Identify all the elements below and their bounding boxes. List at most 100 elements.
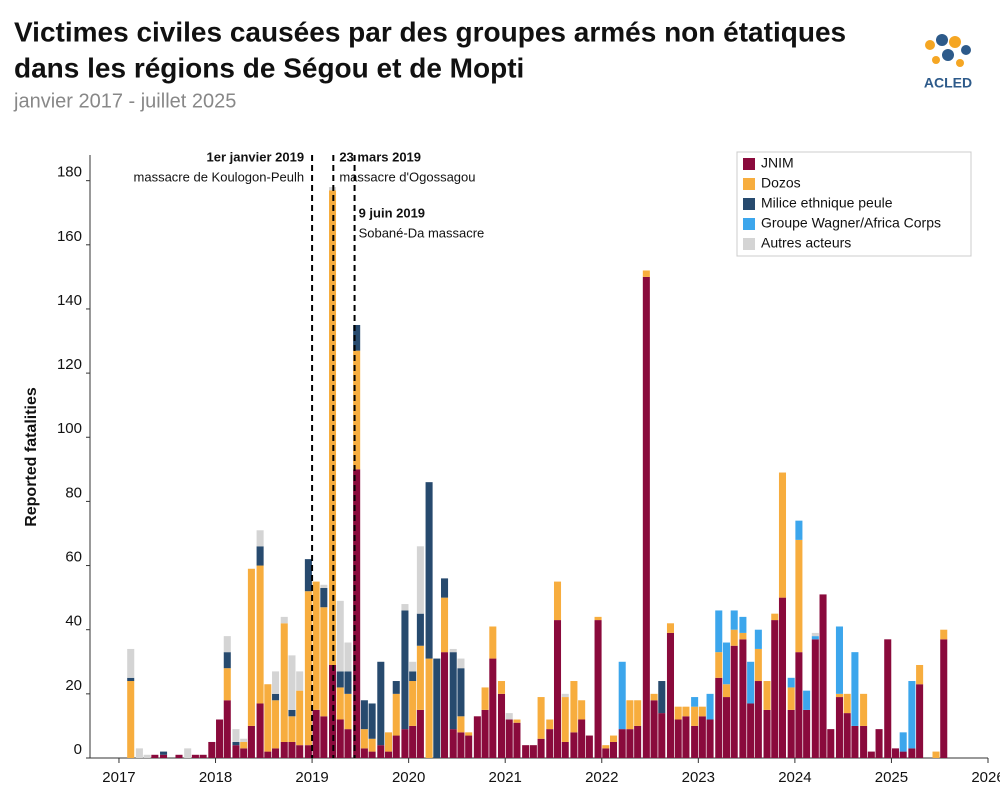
bar-segment — [626, 700, 634, 730]
bar-segment — [722, 684, 731, 698]
bar-segment — [578, 719, 586, 758]
annotation-label: 9 juin 2019 — [359, 205, 425, 220]
bar-segment — [449, 648, 457, 653]
legend-swatch — [743, 238, 755, 250]
bar-segment — [940, 639, 948, 758]
bar-segment — [650, 693, 658, 701]
bar-segment — [674, 719, 682, 758]
x-tick-label: 2018 — [199, 769, 232, 786]
bar-segment — [730, 629, 738, 646]
bar-segment — [360, 700, 368, 730]
legend-box — [736, 151, 972, 257]
bar-segment — [184, 748, 192, 758]
bar-segment — [860, 693, 868, 726]
bar-segment — [489, 626, 497, 659]
y-tick-label: 40 — [65, 613, 82, 630]
bar-segment — [457, 658, 465, 669]
bar-segment — [778, 472, 787, 598]
y-tick-label: 160 — [57, 228, 82, 245]
bar-segment — [715, 610, 723, 653]
bar-segment — [296, 671, 304, 691]
bar-segment — [312, 581, 320, 710]
bar-segment — [441, 578, 449, 598]
bar-segment — [449, 652, 457, 730]
bar-segment — [561, 741, 569, 758]
bar-segment — [416, 546, 424, 614]
bar-segment — [851, 652, 859, 726]
bar-segment — [891, 748, 899, 758]
bar-segment — [329, 664, 337, 758]
legend-swatch — [743, 158, 755, 170]
bar-segment — [223, 668, 231, 701]
bar-segment — [867, 751, 875, 758]
y-tick-label: 80 — [65, 484, 82, 501]
bar-segment — [706, 719, 714, 758]
y-tick-label: 120 — [57, 356, 82, 373]
bar-segment — [368, 751, 376, 758]
bar-segment — [320, 607, 328, 717]
bar-segment — [860, 725, 868, 758]
bar-segment — [553, 620, 562, 758]
bar-segment — [223, 700, 231, 758]
bar-segment — [835, 693, 843, 698]
bar-segment — [513, 719, 521, 723]
bar-segment — [739, 639, 747, 758]
x-tick-label: 2023 — [682, 769, 715, 786]
bar-segment — [787, 677, 795, 688]
legend-label: Autres acteurs — [761, 235, 851, 251]
bar-segment — [602, 748, 610, 758]
bar-segment — [754, 629, 762, 649]
y-tick-label: 0 — [74, 741, 82, 758]
bar-segment — [232, 729, 240, 742]
bar-segment — [312, 709, 320, 758]
bar-segment — [489, 658, 497, 758]
bar-segment — [449, 729, 457, 758]
bar-segment — [240, 748, 248, 758]
bar-segment — [272, 700, 280, 749]
y-tick-label: 20 — [65, 677, 82, 694]
bar-segment — [336, 719, 344, 758]
bar-segment — [353, 324, 361, 351]
bar-segment — [336, 687, 344, 720]
bar-segment — [425, 658, 433, 758]
bar-segment — [561, 697, 569, 742]
bar-segment — [787, 709, 795, 758]
bar-segment — [368, 703, 376, 739]
bar-segment — [160, 751, 168, 755]
bar-segment — [360, 729, 368, 749]
annotation-text: Sobané-Da massacre — [359, 225, 485, 240]
bar-segment — [457, 716, 465, 733]
bar-segment — [691, 697, 699, 707]
bar-segment — [280, 616, 288, 624]
annotation-text: massacre de Koulogon-Peulh — [134, 169, 305, 184]
bar-segment — [803, 709, 811, 758]
logo-dot — [961, 45, 971, 55]
legend-label: Dozos — [761, 175, 801, 191]
bar-segment — [288, 741, 296, 758]
annotation-text: massacre d'Ogossagou — [339, 169, 475, 184]
bar-segment — [522, 745, 530, 758]
bar-segment — [256, 565, 264, 704]
bar-segment — [666, 632, 675, 758]
bar-segment — [199, 754, 207, 758]
bar-segment — [256, 530, 264, 547]
bar-segment — [344, 693, 352, 730]
bar-segment — [208, 741, 216, 758]
bar-segment — [232, 741, 240, 746]
bar-segment — [392, 681, 400, 694]
legend-swatch — [743, 198, 755, 210]
y-tick-label: 100 — [57, 420, 82, 437]
bar-segment — [392, 693, 400, 736]
y-tick-label: 60 — [65, 549, 82, 566]
bar-segment — [674, 706, 682, 720]
bar-segment — [127, 677, 135, 682]
chart-title: Victimes civiles causées par des groupes… — [14, 16, 846, 47]
bar-segment — [377, 661, 385, 746]
bar-segment — [570, 681, 578, 733]
bar-segment — [296, 690, 304, 746]
bar-segment — [465, 732, 473, 736]
bar-segment — [385, 732, 393, 752]
bar-segment — [747, 703, 755, 758]
bar-segment — [811, 632, 819, 637]
